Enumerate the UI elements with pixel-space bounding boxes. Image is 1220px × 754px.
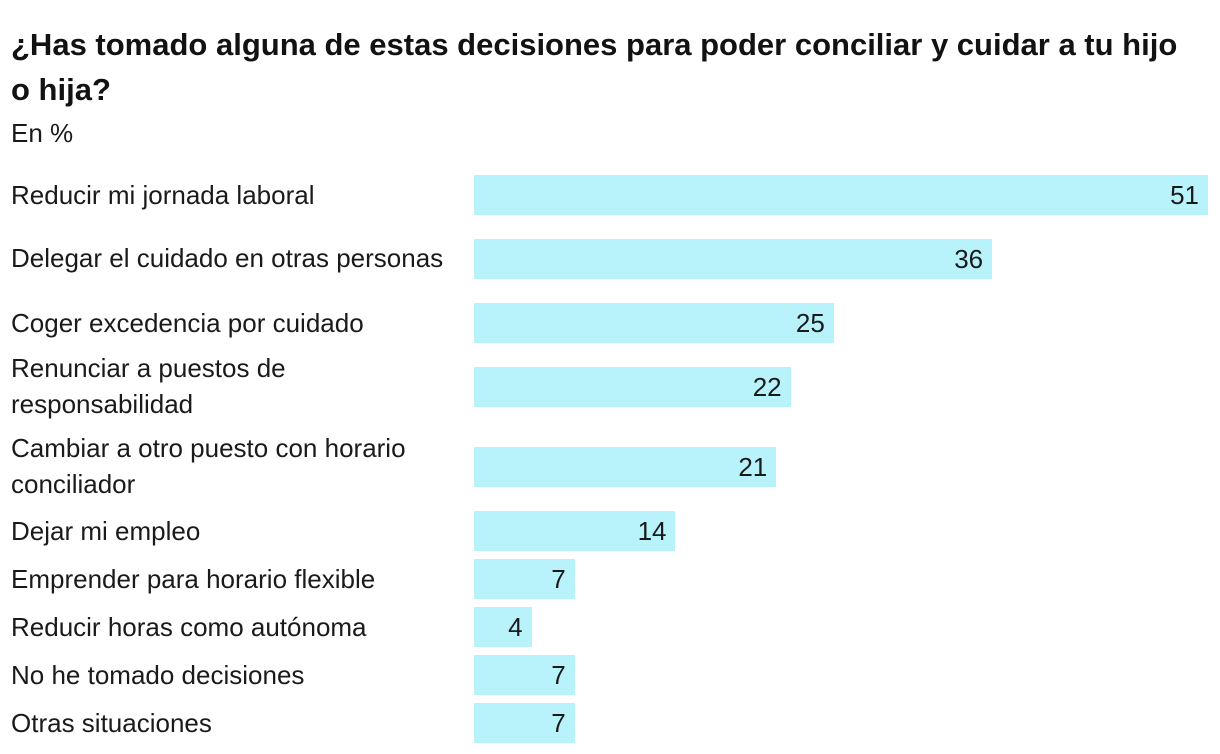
category-label: Delegar el cuidado en otras personas	[11, 243, 444, 273]
category-label: Dejar mi empleo	[11, 516, 201, 546]
category-label: Cambiar a otro puesto con horario concil…	[11, 433, 406, 499]
chart-subtitle: En %	[11, 118, 74, 148]
bar: 22	[474, 367, 791, 407]
bar: 4	[474, 607, 532, 647]
category-label: Reducir horas como autónoma	[11, 612, 367, 642]
bar: 14	[474, 511, 676, 551]
bar: 21	[474, 447, 777, 487]
category-label: Otras situaciones	[11, 708, 212, 738]
category-label: Reducir mi jornada laboral	[11, 180, 315, 210]
category-label: Emprender para horario flexible	[11, 564, 376, 594]
category-label: Coger excedencia por cuidado	[11, 308, 364, 338]
data-label: 7	[551, 660, 566, 690]
data-label: 14	[637, 516, 667, 546]
category-label: Renunciar a puestos de responsabilidad	[11, 353, 286, 419]
data-label: 36	[954, 244, 984, 274]
data-label: 22	[752, 372, 782, 402]
bar: 7	[474, 559, 575, 599]
data-label: 21	[738, 452, 768, 482]
bar: 36	[474, 239, 993, 279]
data-label: 7	[551, 708, 566, 738]
data-label: 25	[795, 308, 825, 338]
bar: 51	[474, 175, 1208, 215]
data-label: 4	[508, 612, 523, 642]
category-label: No he tomado decisiones	[11, 660, 305, 690]
data-label: 7	[551, 564, 566, 594]
bar: 7	[474, 703, 575, 743]
data-label: 51	[1170, 180, 1199, 210]
chart-title: ¿Has tomado alguna de estas decisiones p…	[11, 27, 1178, 107]
bar: 7	[474, 655, 575, 695]
bar: 25	[474, 303, 834, 343]
